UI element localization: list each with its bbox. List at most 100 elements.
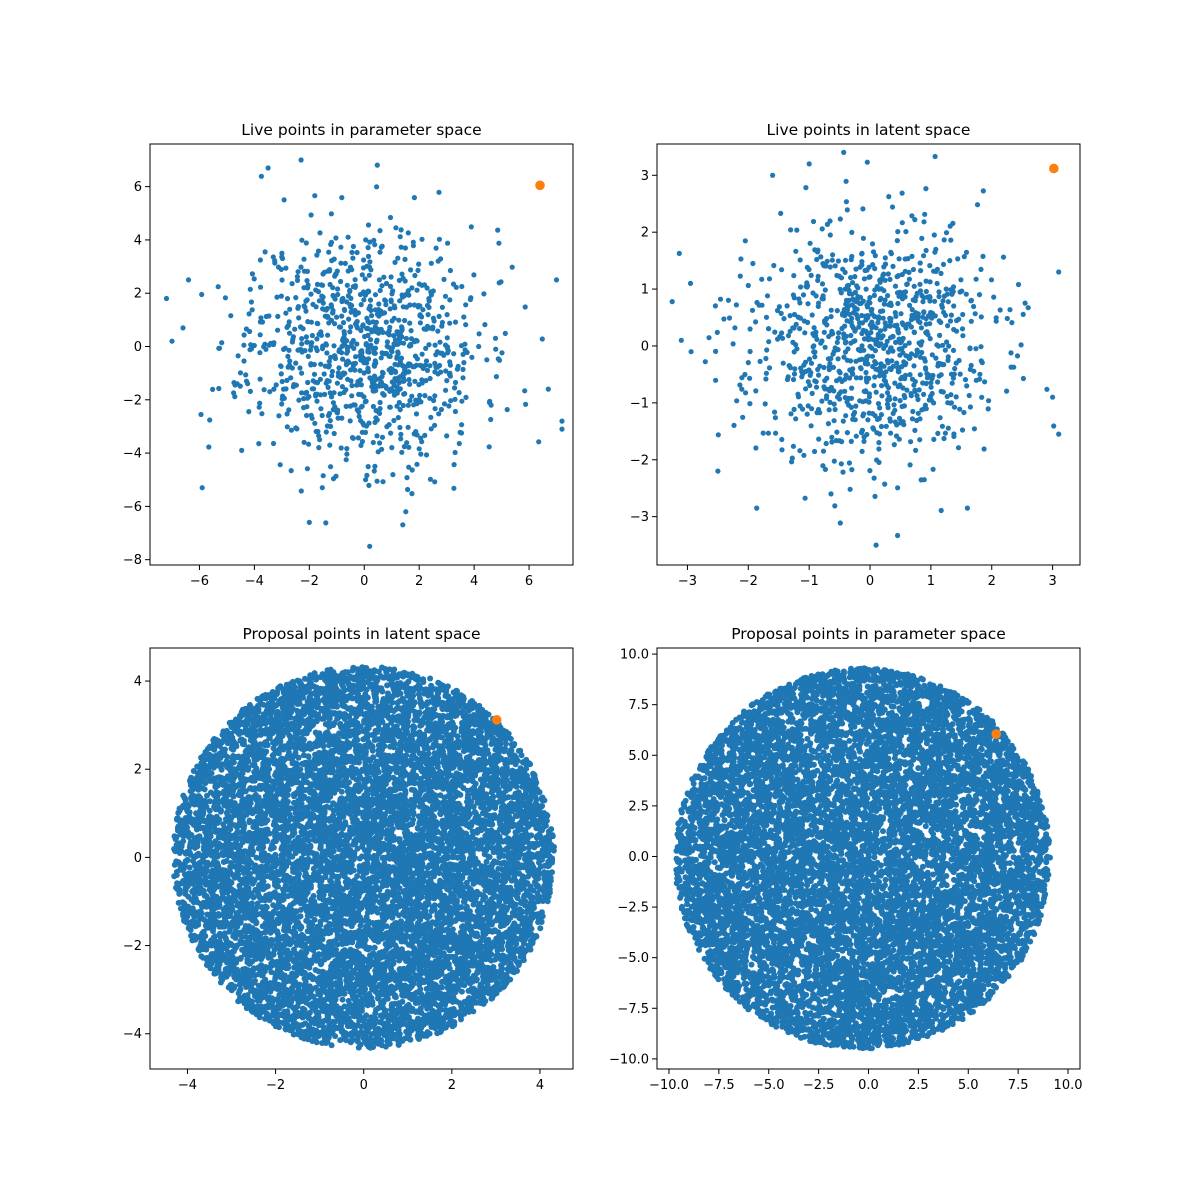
scatter-point: [861, 348, 866, 353]
scatter-point: [779, 447, 784, 452]
scatter-point: [432, 318, 437, 323]
scatter-point: [897, 416, 902, 421]
scatter-point: [971, 369, 976, 374]
scatter-point: [834, 430, 839, 435]
scatter-point: [447, 297, 452, 302]
scatter-point: [870, 364, 875, 369]
scatter-point: [496, 356, 501, 361]
scatter-point: [832, 503, 837, 508]
scatter-point: [753, 388, 758, 393]
scatter-point: [824, 393, 829, 398]
scatter-point: [828, 491, 833, 496]
scatter-point: [456, 364, 461, 369]
scatter-point: [434, 246, 439, 251]
scatter-point: [320, 346, 325, 351]
scatter-point: [348, 378, 353, 383]
scatter-point: [849, 230, 854, 235]
scatter-point: [852, 305, 857, 310]
scatter-point: [856, 347, 861, 352]
scatter-point: [892, 442, 897, 447]
scatter-point: [279, 371, 284, 376]
scatter-point: [340, 384, 345, 389]
scatter-point: [380, 370, 385, 375]
scatter-point: [939, 303, 944, 308]
scatter-point: [419, 237, 424, 242]
scatter-point: [346, 317, 351, 322]
scatter-point: [295, 306, 300, 311]
scatter-point: [357, 368, 362, 373]
scatter-point: [315, 429, 320, 434]
scatter-point: [895, 238, 900, 243]
scatter-point: [829, 439, 834, 444]
scatter-point: [383, 302, 388, 307]
scatter-point: [401, 379, 406, 384]
scatter-point: [853, 404, 858, 409]
scatter-point: [401, 276, 406, 281]
highlight-point: [535, 181, 545, 191]
scatter-point: [223, 295, 228, 300]
scatter-point: [271, 387, 276, 392]
scatter-point: [310, 333, 315, 338]
scatter-point: [347, 329, 352, 334]
scatter-point: [374, 320, 379, 325]
y-tick-label: −1: [630, 396, 649, 411]
scatter-point: [463, 302, 468, 307]
scatter-point: [443, 294, 448, 299]
scatter-point: [846, 303, 851, 308]
scatter-point: [839, 326, 844, 331]
scatter-point: [864, 378, 869, 383]
scatter-point: [886, 302, 891, 307]
scatter-point: [341, 320, 346, 325]
scatter-point: [857, 320, 862, 325]
scatter-point: [980, 360, 985, 365]
scatter-point: [338, 261, 343, 266]
scatter-point: [388, 366, 393, 371]
scatter-point: [847, 460, 852, 465]
scatter-point: [351, 346, 356, 351]
scatter-point: [443, 388, 448, 393]
scatter-point: [398, 234, 403, 239]
scatter-point: [314, 336, 319, 341]
scatter-point: [245, 381, 250, 386]
scatter-point: [885, 293, 890, 298]
scatter-point: [972, 426, 977, 431]
scatter-point: [881, 288, 886, 293]
scatter-point: [907, 277, 912, 282]
scatter-point: [903, 256, 908, 261]
scatter-point: [875, 367, 880, 372]
scatter-point: [963, 377, 968, 382]
scatter-point: [311, 378, 316, 383]
scatter-point: [933, 269, 938, 274]
scatter-point: [849, 405, 854, 410]
scatter-point: [927, 295, 932, 300]
scatter-point: [921, 310, 926, 315]
scatter-point: [820, 463, 825, 468]
scatter-point: [893, 340, 898, 345]
scatter-point: [257, 405, 262, 410]
y-tick-label: −6: [123, 500, 142, 515]
scatter-point: [333, 296, 338, 301]
scatter-point: [231, 390, 236, 395]
scatter-point: [879, 393, 884, 398]
scatter-point: [418, 363, 423, 368]
scatter-point: [857, 398, 862, 403]
scatter-point: [206, 444, 211, 449]
scatter-point: [252, 276, 257, 281]
scatter-point: [859, 366, 864, 371]
scatter-point: [309, 320, 314, 325]
scatter-point: [839, 461, 844, 466]
scatter-point: [420, 307, 425, 312]
scatter-point: [304, 240, 309, 245]
scatter-point: [947, 258, 952, 263]
scatter-point: [445, 335, 450, 340]
scatter-point: [862, 276, 867, 281]
scatter-point: [308, 361, 313, 366]
y-tick-label: −2: [123, 393, 142, 408]
scatter-point: [315, 321, 320, 326]
scatter-point: [326, 385, 331, 390]
scatter-point: [948, 318, 953, 323]
scatter-point: [941, 436, 946, 441]
scatter-point: [1051, 423, 1056, 428]
scatter-point: [875, 417, 880, 422]
scatter-point: [925, 375, 930, 380]
